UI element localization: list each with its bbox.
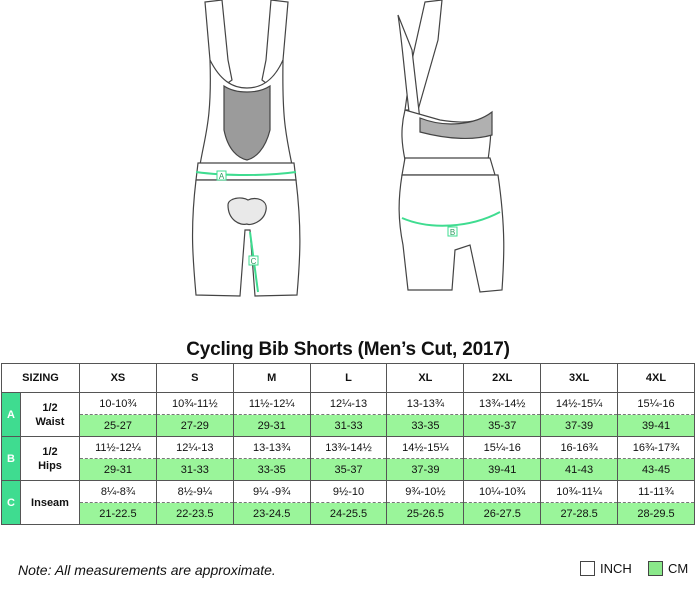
marker-c: C <box>248 255 259 266</box>
inch-cell: 8½-9¼ <box>155 480 234 503</box>
size-header: 2XL <box>463 363 542 393</box>
inch-cell: 13-13¾ <box>232 436 311 459</box>
size-header-row: SIZING XS S M L XL 2XL 3XL 4XL <box>0 363 695 393</box>
cm-row: 29-31 31-33 33-35 35-37 37-39 39-41 41-43 43-45 <box>2 458 695 481</box>
hips-measure-line <box>401 211 501 227</box>
svg-text:C: C <box>251 257 257 266</box>
inch-cell: 11-11¾ <box>617 480 695 503</box>
cm-cell: 25-26.5 <box>386 502 465 525</box>
cm-cell: 26-27.5 <box>463 502 542 525</box>
inch-row: C Inseam 8¼-8¾ 8½-9¼ 9¼ -9¾ 9½-10 9¾-10½ 10¼-10… <box>1 480 695 525</box>
size-header: M <box>232 363 311 393</box>
cm-cell: 41-43 <box>540 458 619 481</box>
cm-cell: 21-22.5 <box>79 502 157 525</box>
inch-cell: 10¾-11½ <box>155 392 234 415</box>
inch-cell: 11½-12¼ <box>232 392 311 415</box>
inch-cell: 14½-15¼ <box>540 392 619 415</box>
measurement-note: Note: All measurements are approximate. <box>18 562 276 578</box>
cm-cell: 31-33 <box>309 414 388 437</box>
measurement-label: 1/2 Hips <box>19 436 81 481</box>
inch-cell: 16-16¾ <box>540 436 619 459</box>
inch-cell: 14½-15¼ <box>386 436 465 459</box>
measurement-label: Inseam <box>19 480 81 525</box>
svg-text:B: B <box>450 228 455 237</box>
inch-cell: 11½-12¼ <box>79 436 157 459</box>
size-header: XS <box>79 363 157 393</box>
inch-cell: 10¾-11¼ <box>540 480 619 503</box>
waist-measure-line <box>195 171 297 176</box>
inch-cell: 9½-10 <box>309 480 388 503</box>
inch-cell: 10-10¾ <box>79 392 157 415</box>
size-header: 4XL <box>617 363 695 393</box>
cm-cell: 33-35 <box>386 414 465 437</box>
cm-cell: 33-35 <box>232 458 311 481</box>
cm-cell: 28-29.5 <box>617 502 695 525</box>
cm-cell: 43-45 <box>617 458 695 481</box>
cm-cell: 24-25.5 <box>309 502 388 525</box>
inch-cell: 15¼-16 <box>617 392 695 415</box>
cm-cell: 31-33 <box>155 458 234 481</box>
chart-title: Cycling Bib Shorts (Men’s Cut, 2017) <box>186 339 510 360</box>
legend-inch: INCH <box>580 561 632 576</box>
size-header: L <box>309 363 388 393</box>
cm-cell: 22-23.5 <box>155 502 234 525</box>
cm-cell: 35-37 <box>309 458 388 481</box>
marker-a: A <box>216 170 227 181</box>
row-letter-badge: A <box>1 392 21 437</box>
size-table: SIZING XS S M L XL 2XL 3XL 4XL A 1/2 Wais… <box>0 363 695 525</box>
size-header: 3XL <box>540 363 619 393</box>
cm-cell: 39-41 <box>463 458 542 481</box>
side-view-figure <box>397 0 505 293</box>
cm-row: 21-22.5 22-23.5 23-24.5 24-25.5 25-26.5 26-27… <box>2 502 695 525</box>
inch-cell: 9¾-10½ <box>386 480 465 503</box>
cm-cell: 27-28.5 <box>540 502 619 525</box>
row-letter-badge: C <box>1 480 21 525</box>
size-header: XL <box>386 363 465 393</box>
cm-cell: 25-27 <box>79 414 157 437</box>
inch-swatch <box>580 561 595 576</box>
inch-cell: 13-13¾ <box>386 392 465 415</box>
cm-cell: 37-39 <box>540 414 619 437</box>
row-letter-badge: B <box>1 436 21 481</box>
sizing-header: SIZING <box>0 363 81 393</box>
cm-row: 25-27 27-29 29-31 31-33 33-35 35-37 37-39 39-41 <box>2 414 695 437</box>
front-view-figure <box>191 0 301 297</box>
legend-cm: CM <box>648 561 688 576</box>
cm-swatch <box>648 561 663 576</box>
size-header: S <box>155 363 234 393</box>
inch-cell: 15¼-16 <box>463 436 542 459</box>
cm-cell: 39-41 <box>617 414 695 437</box>
measurement-label: 1/2 Waist <box>19 392 81 437</box>
svg-text:A: A <box>219 172 225 181</box>
inch-cell: 13¾-14½ <box>463 392 542 415</box>
cm-cell: 29-31 <box>79 458 157 481</box>
marker-b: B <box>447 226 458 237</box>
legend-inch-label: INCH <box>600 561 632 576</box>
inch-row: B 1/2 Hips 11½-12¼ 12¼-13 13-13¾ 13¾-14½ 14½-1… <box>1 436 695 481</box>
inch-row: A 1/2 Waist 10-10¾ 10¾-11½ 11½-12¼ 12¼-13 13-1… <box>1 392 695 437</box>
inch-cell: 9¼ -9¾ <box>232 480 311 503</box>
cm-cell: 35-37 <box>463 414 542 437</box>
cm-cell: 27-29 <box>155 414 234 437</box>
cm-cell: 29-31 <box>232 414 311 437</box>
bib-shorts-illustration: A C B <box>191 0 505 297</box>
inch-cell: 12¼-13 <box>155 436 234 459</box>
inch-cell: 13¾-14½ <box>309 436 388 459</box>
inch-cell: 10¼-10¾ <box>463 480 542 503</box>
inch-cell: 8¼-8¾ <box>79 480 157 503</box>
inch-cell: 12¼-13 <box>309 392 388 415</box>
legend-cm-label: CM <box>668 561 689 576</box>
inch-cell: 16¾-17¾ <box>617 436 695 459</box>
cm-cell: 37-39 <box>386 458 465 481</box>
cm-cell: 23-24.5 <box>232 502 311 525</box>
